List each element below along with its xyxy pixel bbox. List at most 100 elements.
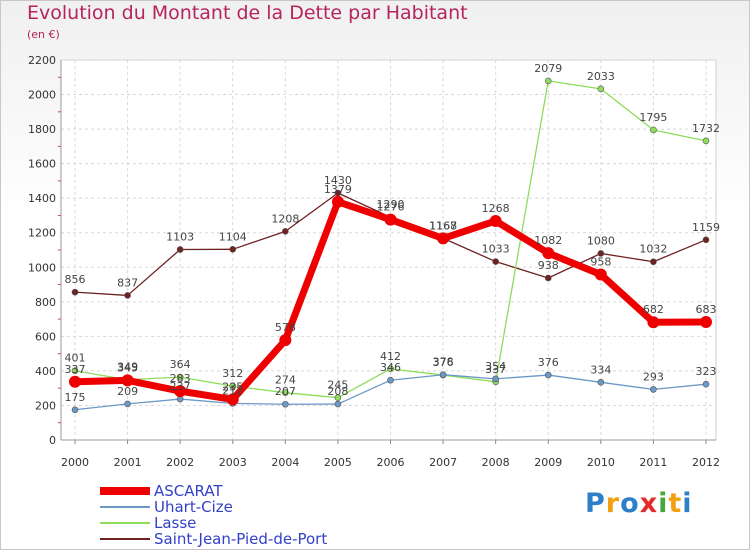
data-label: 1430 xyxy=(324,174,352,187)
x-tick-label: 2008 xyxy=(482,456,510,469)
data-label: 938 xyxy=(538,259,559,272)
logo-letter: i xyxy=(682,488,693,519)
x-tick-label: 2007 xyxy=(429,456,457,469)
y-tick-label: 0 xyxy=(49,434,56,447)
logo-letter: o xyxy=(620,488,640,519)
data-label: 1033 xyxy=(482,243,510,256)
x-tick-label: 2003 xyxy=(219,456,247,469)
y-tick-label: 2200 xyxy=(28,54,56,67)
data-point xyxy=(124,400,131,408)
data-label: 293 xyxy=(643,370,664,383)
data-point xyxy=(597,250,605,257)
data-point xyxy=(597,85,605,93)
data-label: 837 xyxy=(117,276,138,289)
data-point xyxy=(492,375,499,383)
logo-letter: P xyxy=(585,488,606,519)
data-label: 337 xyxy=(65,363,86,376)
data-label: 1290 xyxy=(377,198,405,211)
plot-area xyxy=(60,59,717,441)
y-tick-label: 1600 xyxy=(28,158,56,171)
x-tick-label: 2012 xyxy=(692,456,720,469)
x-tick-label: 2010 xyxy=(587,456,615,469)
data-point xyxy=(387,365,394,373)
data-point xyxy=(650,258,657,266)
legend-label: Saint-Jean-Pied-de-Port xyxy=(154,530,328,548)
data-point xyxy=(69,375,81,388)
legend-swatch xyxy=(100,506,150,508)
data-label: 207 xyxy=(275,385,296,398)
data-label: 1104 xyxy=(219,230,247,243)
data-point xyxy=(647,316,660,329)
data-label: 378 xyxy=(433,356,454,369)
data-label: 1080 xyxy=(587,234,615,247)
data-label: 1103 xyxy=(166,230,194,243)
data-point xyxy=(176,246,184,253)
data-point xyxy=(542,247,555,260)
data-label: 682 xyxy=(643,303,664,316)
legend-label: ASCARAT xyxy=(154,482,223,500)
x-tick-label: 2001 xyxy=(114,456,142,469)
data-label: 2033 xyxy=(587,70,615,83)
data-point xyxy=(226,393,239,406)
x-tick-label: 2002 xyxy=(166,456,194,469)
x-tick-label: 2000 xyxy=(61,456,89,469)
data-point xyxy=(544,371,552,379)
data-point xyxy=(124,292,131,299)
data-point xyxy=(71,406,79,414)
logo-letter: i xyxy=(658,488,669,519)
data-label: 1268 xyxy=(482,202,510,215)
data-label: 346 xyxy=(380,361,401,374)
data-label: 683 xyxy=(696,303,717,316)
data-label: 1379 xyxy=(324,183,352,196)
data-label: 354 xyxy=(485,360,506,373)
y-tick-label: 2000 xyxy=(28,89,56,102)
logo-letter: r xyxy=(605,488,621,519)
data-point xyxy=(594,268,607,281)
data-point xyxy=(334,394,342,401)
data-point xyxy=(702,137,710,145)
data-label: 1082 xyxy=(534,234,562,247)
data-point xyxy=(121,374,134,387)
y-tick-label: 400 xyxy=(35,365,56,378)
y-tick-label: 800 xyxy=(35,296,56,309)
data-label: 364 xyxy=(170,358,191,371)
legend-label: Lasse xyxy=(154,514,197,532)
data-point xyxy=(650,386,657,393)
data-label: 1168 xyxy=(429,219,457,232)
logo-letter: x xyxy=(639,488,659,519)
data-label: 376 xyxy=(433,356,454,369)
data-point xyxy=(489,214,502,227)
data-label: 1276 xyxy=(377,201,405,214)
chart-title: Evolution du Montant de la Dette par Hab… xyxy=(27,2,468,24)
data-point xyxy=(71,288,79,296)
x-tick-label: 2011 xyxy=(639,456,667,469)
data-point xyxy=(544,77,552,85)
data-point xyxy=(544,274,552,282)
data-point xyxy=(174,385,187,398)
data-label: 1732 xyxy=(692,122,720,135)
data-point xyxy=(597,379,605,386)
data-point xyxy=(71,367,79,375)
legend-label: Uhart-Cize xyxy=(154,498,233,516)
data-label: 323 xyxy=(696,365,717,378)
x-tick-label: 2005 xyxy=(324,456,352,469)
data-label: 245 xyxy=(327,379,348,392)
data-point xyxy=(282,389,289,396)
data-point xyxy=(176,373,184,381)
data-label: 237 xyxy=(170,380,191,393)
data-point xyxy=(282,400,289,408)
x-tick-label: 2004 xyxy=(271,456,299,469)
legend-swatch xyxy=(100,487,150,495)
y-tick-label: 1200 xyxy=(28,227,56,240)
data-label: 412 xyxy=(380,350,401,363)
data-label: 1032 xyxy=(639,243,667,256)
data-point xyxy=(439,371,447,379)
data-point xyxy=(229,246,237,253)
data-label: 337 xyxy=(485,363,506,376)
data-label: 1208 xyxy=(271,212,299,225)
data-point xyxy=(279,334,292,347)
data-label: 312 xyxy=(222,367,243,380)
data-label: 208 xyxy=(327,385,348,398)
data-label: 345 xyxy=(117,361,138,374)
